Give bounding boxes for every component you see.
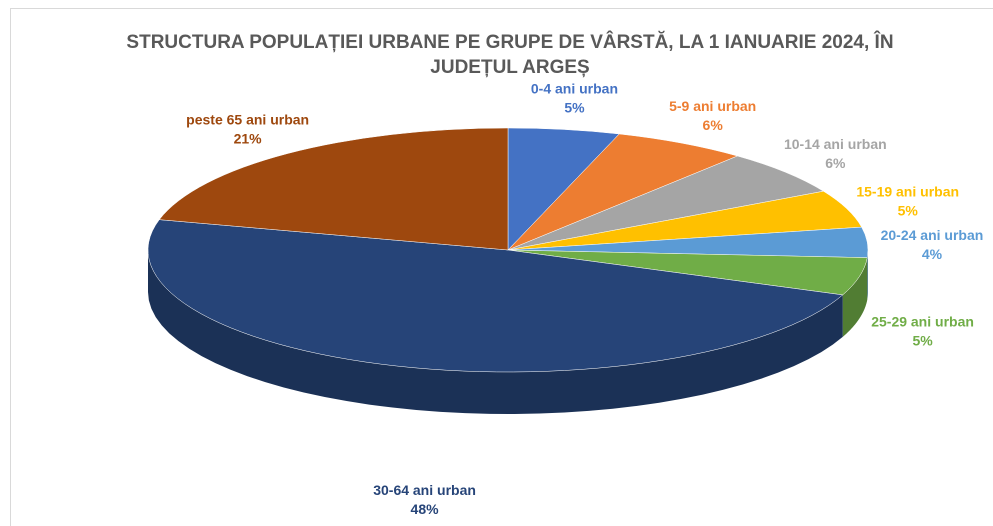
label-name: 10-14 ani urban: [784, 136, 887, 152]
slice: [158, 127, 509, 251]
data-label: 30-64 ani urban 48%: [373, 482, 476, 517]
label-value: 5%: [898, 202, 919, 218]
label-value: 4%: [922, 246, 943, 262]
data-label: 5-9 ani urban 6%: [669, 98, 756, 133]
slice-side: [867, 250, 868, 300]
slice-side: [842, 257, 868, 337]
label-value: 48%: [411, 501, 440, 517]
chart-frame: [10, 8, 993, 526]
data-label: 15-19 ani urban 5%: [856, 183, 959, 218]
data-label: peste 65 ani urban 21%: [186, 112, 309, 147]
chart-title: STRUCTURA POPULAȚIEI URBANE PE GRUPE DE …: [126, 32, 894, 78]
slice-side: [148, 250, 843, 414]
label-name: 25-29 ani urban: [871, 314, 974, 330]
label-name: 5-9 ani urban: [669, 98, 756, 114]
slice: [507, 155, 825, 251]
label-name: 0-4 ani urban: [531, 80, 618, 96]
label-name: 15-19 ani urban: [856, 183, 959, 199]
label-value: 6%: [703, 117, 724, 133]
label-name: 30-64 ani urban: [373, 482, 476, 498]
slice: [147, 219, 844, 373]
data-label: 25-29 ani urban 5%: [871, 314, 974, 349]
data-label: 0-4 ani urban 5%: [531, 80, 618, 115]
data-label: 20-24 ani urban 4%: [881, 227, 984, 262]
data-label: 10-14 ani urban 6%: [784, 136, 887, 171]
label-value: 6%: [825, 155, 846, 171]
label-value: 21%: [234, 131, 263, 147]
slice: [507, 133, 739, 251]
label-name: 20-24 ani urban: [881, 227, 984, 243]
label-value: 5%: [912, 333, 933, 349]
label-name: peste 65 ani urban: [186, 112, 309, 128]
label-value: 5%: [564, 99, 585, 115]
